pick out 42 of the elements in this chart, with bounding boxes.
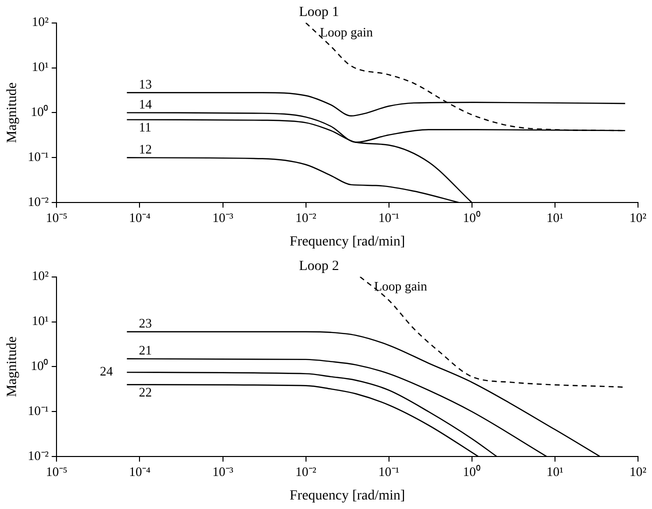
chart-title: Loop 2 [298, 259, 340, 274]
y-tick-label: 10¹ [32, 313, 49, 328]
x-tick-label: 10⁰ [462, 464, 481, 479]
y-tick-label: 10¹ [32, 59, 49, 74]
chart-title: Loop 1 [298, 5, 340, 20]
x-tick-label: 10⁻¹ [378, 210, 400, 225]
series-label: 12 [138, 142, 152, 157]
x-tick-label: 10¹ [546, 210, 564, 225]
series-label: 11 [138, 120, 152, 135]
x-tick-label: 10² [630, 210, 647, 225]
y-tick-label: 10⁻¹ [28, 403, 49, 418]
x-tick-label: 10⁰ [462, 210, 481, 225]
series-label: 22 [138, 384, 152, 400]
x-tick-label: 10⁻² [295, 210, 316, 225]
x-tick-label: 10⁻⁵ [46, 464, 68, 479]
x-tick-label: 10⁻⁴ [128, 464, 151, 479]
series-label: 13 [138, 76, 152, 92]
y-tick-label: 10² [32, 268, 49, 284]
x-tick-label: 10⁻³ [212, 464, 234, 479]
x-tick-label: 10⁻² [295, 464, 316, 479]
y-tick-label: 10⁻² [28, 194, 49, 210]
y-tick-label: 10⁻¹ [28, 149, 49, 164]
y-axis-title: Magnitude [5, 336, 20, 398]
x-tick-label: 10⁻³ [212, 210, 234, 225]
x-tick-label: 10⁻⁵ [46, 210, 68, 225]
x-tick-label: 10⁻¹ [378, 464, 400, 479]
series-label: 24 [100, 364, 114, 379]
series-label: 21 [138, 342, 152, 358]
y-axis-title: Magnitude [5, 82, 20, 144]
x-axis-title: Frequency [rad/min] [290, 234, 406, 250]
x-tick-label: 10⁻⁴ [128, 210, 151, 225]
series-label: 14 [138, 96, 152, 112]
y-tick-label: 10⁻² [28, 448, 49, 464]
y-tick-label: 10⁰ [30, 104, 49, 120]
x-axis-title: Frequency [rad/min] [290, 488, 406, 504]
x-tick-label: 10¹ [546, 464, 564, 479]
series-label: 23 [138, 316, 152, 331]
y-tick-label: 10² [32, 14, 49, 30]
x-tick-label: 10² [630, 464, 647, 479]
y-tick-label: 10⁰ [30, 358, 49, 374]
series-label: Loop gain [320, 24, 374, 40]
series-label: Loop gain [374, 278, 428, 294]
